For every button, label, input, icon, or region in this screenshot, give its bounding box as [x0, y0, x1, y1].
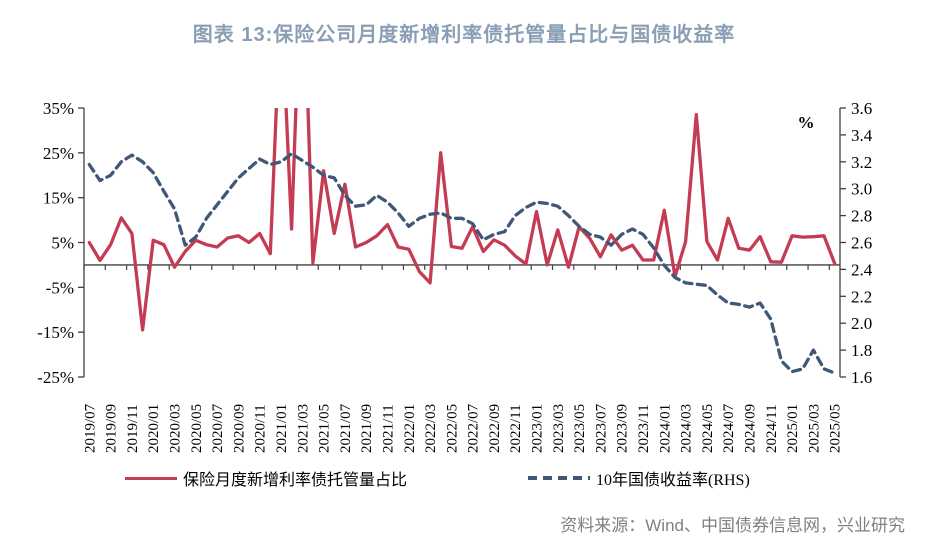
x-axis-label: 2024/01 — [657, 404, 673, 453]
x-axis-label: 2022/05 — [444, 404, 460, 453]
right-axis-tick-label: 2.0 — [851, 314, 872, 333]
x-axis-label: 2020/01 — [146, 404, 162, 453]
x-axis-label: 2021/07 — [338, 403, 354, 453]
red-series-line — [87, 108, 837, 332]
legend-red-line-swatch — [125, 476, 177, 480]
right-axis-tick-label: 3.0 — [851, 180, 872, 199]
x-axis-label: 2023/01 — [530, 404, 546, 453]
x-axis-label: 2025/05 — [828, 404, 844, 453]
x-axis-label: 2024/09 — [742, 404, 758, 453]
x-axis-label: 2019/09 — [104, 404, 120, 453]
x-axis-label: 2020/05 — [189, 404, 205, 453]
legend-item-10y-yield: 10年国债收益率(RHS) — [528, 468, 750, 489]
x-axis-label: 2024/11 — [764, 404, 780, 453]
x-axis-label: 2019/11 — [125, 404, 141, 453]
x-axis-label: 2023/11 — [636, 404, 652, 453]
x-axis-label: 2022/11 — [508, 404, 524, 453]
right-axis-tick-label: 3.4 — [851, 126, 873, 145]
chart-title: 图表 13:保险公司月度新增利率债托管量占比与国债收益率 — [192, 24, 736, 46]
left-axis-tick-label: 15% — [43, 189, 74, 208]
rhs-unit-label: % — [798, 113, 815, 132]
x-axis-label: 2019/07 — [82, 403, 98, 453]
x-axis-label: 2021/05 — [317, 404, 333, 453]
right-axis-tick-label: 3.6 — [851, 99, 872, 118]
left-axis-tick-label: -5% — [46, 278, 74, 297]
left-axis-tick-label: 5% — [51, 234, 74, 253]
x-axis-label: 2021/01 — [274, 404, 290, 453]
x-axis-label: 2024/07 — [721, 403, 737, 453]
x-axis-label: 2023/05 — [572, 404, 588, 453]
legend-item-insurance-share: 保险月度新增利率债托管量占比 — [125, 468, 408, 489]
right-axis-tick-label: 2.2 — [851, 287, 872, 306]
x-axis-label: 2021/03 — [295, 404, 311, 453]
right-axis-tick-label: 3.2 — [851, 153, 872, 172]
legend-label-10y-yield: 10年国债收益率(RHS) — [596, 472, 750, 489]
legend-label-insurance-share: 保险月度新增利率债托管量占比 — [183, 472, 408, 489]
x-axis-label: 2020/11 — [253, 404, 269, 453]
x-axis-label: 2022/03 — [423, 404, 439, 453]
x-axis-label: 2020/03 — [168, 404, 184, 453]
x-axis-label: 2024/03 — [679, 404, 695, 453]
chart-plot-area: 35% 25% 15% 5% -5% -15% -25% 3.6 3.4 3.2 3.0 2.8 2.6… — [37, 99, 873, 453]
right-axis-tick-label: 1.8 — [851, 341, 872, 360]
legend-blue-dashed-swatch — [528, 476, 590, 480]
x-axis-label: 2021/09 — [359, 404, 375, 453]
x-axis-label: 2023/09 — [615, 404, 631, 453]
right-axis-tick-label: 1.6 — [851, 368, 872, 387]
x-axis-label: 2025/03 — [806, 404, 822, 453]
x-axis-label: 2022/09 — [487, 404, 503, 453]
x-axis-label: 2022/07 — [466, 403, 482, 453]
x-axis-label: 2025/01 — [785, 404, 801, 453]
left-axis-tick-label: 25% — [43, 144, 74, 163]
left-axis-tick-label: -25% — [37, 368, 74, 387]
x-axis-label: 2023/07 — [593, 403, 609, 453]
x-axis-label: 2020/09 — [231, 404, 247, 453]
source-note: 资料来源：Wind、中国债券信息网，兴业研究 — [560, 516, 905, 535]
x-axis-label: 2023/03 — [551, 404, 567, 453]
left-axis-tick-label: 35% — [43, 99, 74, 118]
x-axis-label: 2020/07 — [210, 403, 226, 453]
right-axis-tick-label: 2.4 — [851, 260, 873, 279]
right-axis-tick-label: 2.8 — [851, 207, 872, 226]
x-axis-label: 2021/11 — [380, 404, 396, 453]
right-axis-tick-label: 2.6 — [851, 234, 872, 253]
blue-series-line — [87, 152, 837, 375]
x-axis-label: 2024/05 — [700, 404, 716, 453]
left-axis-tick-label: -15% — [37, 323, 74, 342]
x-axis-label: 2022/01 — [402, 404, 418, 453]
